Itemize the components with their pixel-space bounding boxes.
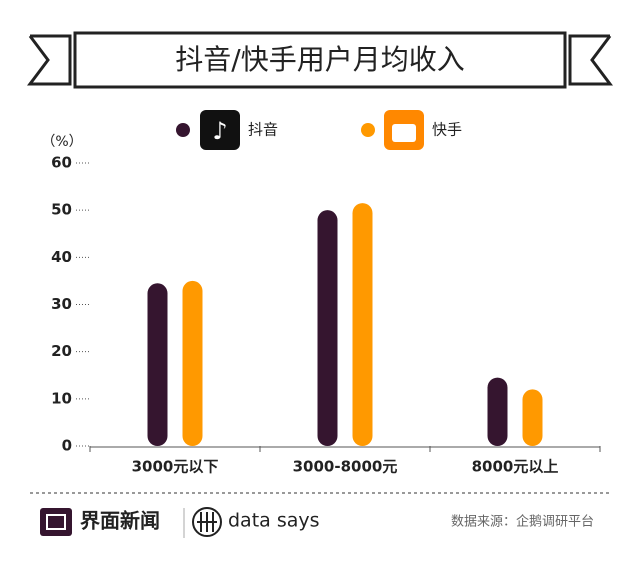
y-tick-label: 60	[51, 154, 72, 172]
brand-logo-inner	[46, 514, 66, 530]
legend-label: 快手	[432, 121, 462, 139]
icon-glyph: ♪	[212, 117, 227, 145]
y-tick-label: 50	[51, 201, 72, 219]
brand2: data says	[228, 510, 320, 532]
legend-icon	[200, 110, 240, 150]
chart-title: 抖音/快手用户月均收入	[175, 43, 464, 76]
legend-label: 抖音	[248, 121, 278, 139]
footer: 界面新闻 data says 数据来源：企鹅调研平台	[40, 507, 594, 538]
bar	[522, 389, 543, 446]
y-axis-label: （%）	[41, 134, 82, 150]
y-tick-label: 20	[51, 342, 72, 360]
legend: ♪ 抖音 快手	[176, 110, 462, 150]
bar	[147, 283, 168, 446]
y-tick-label: 40	[51, 248, 72, 266]
brand-logo	[40, 508, 72, 536]
icon-glyph	[392, 124, 416, 142]
y-tick-label: 10	[51, 389, 72, 407]
source: 数据来源：企鹅调研平台	[451, 514, 594, 530]
bar	[182, 280, 203, 446]
legend-dot	[361, 123, 375, 137]
x-tick-label: 3000-8000元	[293, 458, 398, 476]
x-tick-label: 8000元以上	[472, 458, 559, 476]
bar	[317, 210, 338, 446]
y-tick-label: 30	[51, 295, 72, 313]
bar	[487, 377, 508, 446]
title-frame	[27, 31, 613, 89]
y-tick-label: 0	[62, 437, 72, 455]
x-tick-label: 3000元以下	[132, 458, 219, 476]
data-says-logo-mark	[197, 512, 217, 532]
bar	[352, 203, 373, 446]
legend-dot	[176, 123, 190, 137]
data-says-logo	[192, 507, 222, 537]
brand: 界面新闻	[80, 509, 160, 533]
